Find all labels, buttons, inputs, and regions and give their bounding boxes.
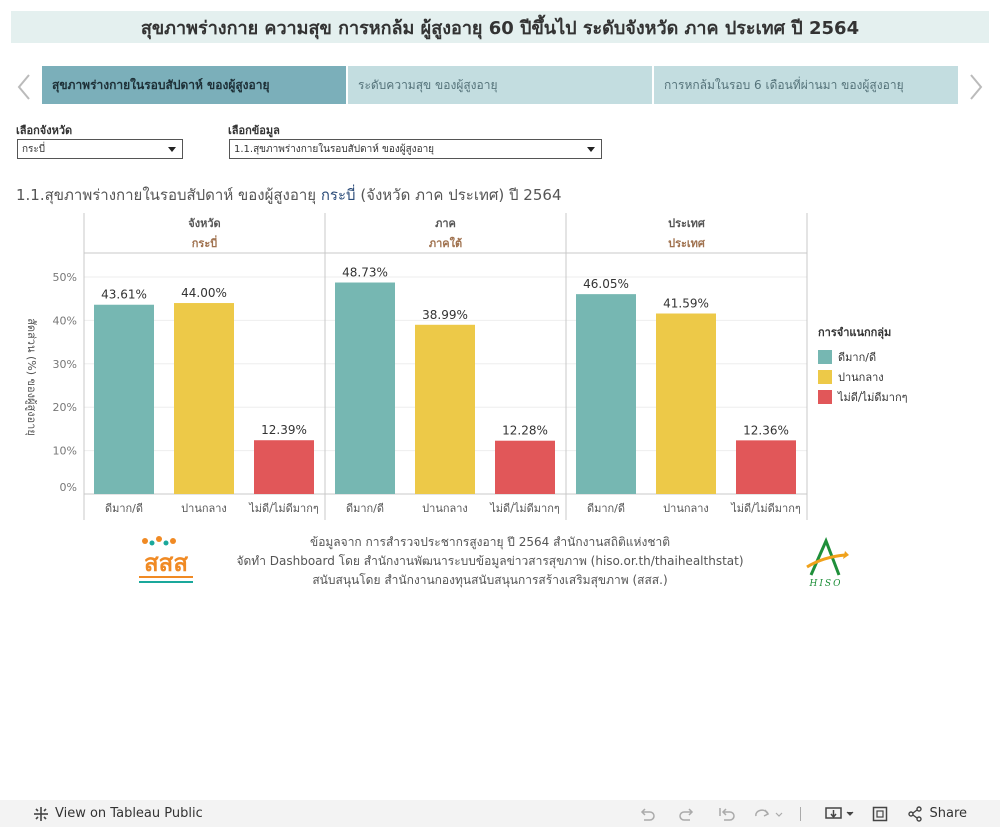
bar — [495, 440, 555, 494]
panel-level-header: ภาค — [435, 217, 456, 230]
legend-title: การจำแนกกลุ่ม — [818, 326, 892, 339]
y-tick-label: 10% — [53, 445, 77, 458]
panel-name-header: ประเทศ — [668, 237, 706, 250]
caret-down-icon — [168, 147, 176, 152]
credit-line-sponsor: สนับสนุนโดย สำนักงานกองทุนสนับสนุนการสร้… — [312, 573, 668, 587]
thaihealth-logo-text: สสส — [144, 549, 188, 577]
prev-tab-arrow[interactable] — [12, 70, 36, 104]
y-tick-label: 50% — [53, 271, 77, 284]
x-tick-label: ดีมาก/ดี — [105, 502, 143, 515]
chart-heading-suffix: (จังหวัด ภาค ประเทศ) ปี 2564 — [355, 186, 562, 204]
download-icon[interactable] — [825, 806, 855, 822]
bar-chart: 0% 10% 20% 30% 40% 50% สัดส่วน (%) ของผู้สูงอา… — [25, 213, 808, 520]
y-tick-label: 20% — [53, 401, 77, 414]
bar — [656, 313, 716, 494]
footer-toolbar: Share — [636, 800, 1000, 827]
bar — [335, 282, 395, 494]
tab-physical-health[interactable]: สุขภาพร่างกายในรอบสัปดาห์ ของผู้สูงอายุ — [42, 66, 346, 104]
bar — [736, 440, 796, 494]
bar-value-label: 12.39% — [261, 423, 307, 437]
credit-line-producer: จัดทำ Dashboard โดย สำนักงานพัฒนาระบบข้อ… — [236, 554, 744, 568]
data-select[interactable]: 1.1.สุขภาพร่างกายในรอบสัปดาห์ ของผู้สูงอ… — [229, 139, 602, 159]
bar-value-label: 43.61% — [101, 288, 147, 302]
bar — [94, 304, 154, 494]
bar-value-label: 12.36% — [743, 423, 789, 437]
province-select-value: กระบี่ — [22, 143, 46, 155]
revert-icon[interactable] — [716, 806, 738, 822]
legend-swatch — [818, 350, 832, 364]
bar — [174, 303, 234, 494]
toolbar-divider — [800, 806, 802, 821]
y-tick-label: 40% — [53, 314, 77, 327]
data-filter-label: เลือกข้อมูล — [228, 124, 280, 137]
tab-happiness[interactable]: ระดับความสุข ของผู้สูงอายุ — [348, 66, 652, 104]
credit-line-source: ข้อมูลจาก การสำรวจประชากรสูงอายุ ปี 2564… — [309, 535, 670, 549]
chevron-right-icon — [970, 74, 983, 100]
panel-level-header: ประเทศ — [668, 217, 706, 230]
chart-heading: 1.1.สุขภาพร่างกายในรอบสัปดาห์ ของผู้สูงอ… — [16, 183, 561, 207]
x-tick-label: ดีมาก/ดี — [346, 502, 384, 515]
thaihealth-logo: สสส — [135, 535, 197, 589]
share-button[interactable]: Share — [907, 805, 967, 822]
hiso-logo-text: HISO — [809, 579, 843, 589]
view-on-tableau-label: View on Tableau Public — [55, 806, 203, 821]
legend-item-poor[interactable]: ไม่ดี/ไม่ดีมากๆ — [818, 387, 908, 407]
bar-value-label: 44.00% — [181, 286, 227, 300]
chart-heading-prefix: 1.1.สุขภาพร่างกายในรอบสัปดาห์ ของผู้สูงอ… — [16, 186, 321, 204]
story-tabs: สุขภาพร่างกายในรอบสัปดาห์ ของผู้สูงอายุ … — [42, 66, 958, 104]
bar-value-label: 41.59% — [663, 296, 709, 310]
share-label: Share — [929, 806, 967, 821]
y-tick-label: 0% — [60, 481, 77, 494]
x-tick-label: ดีมาก/ดี — [587, 502, 625, 515]
tableau-footer: View on Tableau Public Share — [0, 800, 1000, 827]
panel-name-header: กระบี่ — [192, 235, 217, 250]
chart-legend: การจำแนกกลุ่ม ดีมาก/ดี ปานกลาง ไม่ดี/ไม่… — [818, 323, 908, 407]
legend-swatch — [818, 370, 832, 384]
legend-item-moderate[interactable]: ปานกลาง — [818, 367, 908, 387]
province-filter-label: เลือกจังหวัด — [16, 124, 73, 137]
bar-value-label: 48.73% — [342, 266, 388, 280]
legend-item-label: ปานกลาง — [838, 371, 884, 384]
hiso-logo: HISO — [803, 537, 849, 589]
x-tick-label: ไม่ดี/ไม่ดีมากๆ — [730, 502, 801, 515]
bar-value-label: 12.28% — [502, 424, 548, 438]
x-tick-label: ปานกลาง — [663, 502, 709, 515]
tableau-icon — [34, 806, 48, 821]
x-tick-label: ปานกลาง — [422, 502, 468, 515]
redo-icon[interactable] — [676, 806, 698, 822]
next-tab-arrow[interactable] — [964, 70, 988, 104]
y-axis-title: สัดส่วน (%) ของผู้สูงอายุ — [25, 318, 38, 436]
bar-value-label: 46.05% — [583, 277, 629, 291]
bar — [415, 324, 475, 494]
share-icon — [908, 805, 923, 822]
y-tick-label: 30% — [53, 358, 77, 371]
undo-icon[interactable] — [636, 806, 658, 822]
chart-heading-province: กระบี่ — [320, 186, 356, 204]
legend-item-label: ดีมาก/ดี — [838, 351, 877, 364]
legend-swatch — [818, 390, 832, 404]
bar — [576, 294, 636, 494]
province-select[interactable]: กระบี่ — [17, 139, 183, 159]
chevron-left-icon — [17, 74, 30, 100]
refresh-icon[interactable] — [752, 806, 786, 822]
x-tick-label: ไม่ดี/ไม่ดีมากๆ — [489, 502, 560, 515]
dashboard-title: สุขภาพร่างกาย ความสุข การหกล้ม ผู้สูงอาย… — [11, 11, 989, 43]
bar-value-label: 38.99% — [422, 308, 468, 322]
legend-item-good[interactable]: ดีมาก/ดี — [818, 347, 908, 367]
panel-level-header: จังหวัด — [188, 217, 220, 230]
legend-item-label: ไม่ดี/ไม่ดีมากๆ — [838, 391, 908, 404]
view-on-tableau-link[interactable]: View on Tableau Public — [33, 806, 203, 822]
panel-name-header: ภาคใต้ — [429, 236, 462, 250]
x-tick-label: ปานกลาง — [181, 502, 227, 515]
caret-down-icon — [587, 147, 595, 152]
fullscreen-icon[interactable] — [869, 806, 891, 822]
tab-falls[interactable]: การหกล้มในรอบ 6 เดือนที่ผ่านมา ของผู้สูง… — [654, 66, 958, 104]
data-select-value: 1.1.สุขภาพร่างกายในรอบสัปดาห์ ของผู้สูงอ… — [234, 143, 435, 155]
x-tick-label: ไม่ดี/ไม่ดีมากๆ — [248, 502, 319, 515]
data-credits: ข้อมูลจาก การสำรวจประชากรสูงอายุ ปี 2564… — [230, 533, 750, 590]
bar — [254, 440, 314, 494]
